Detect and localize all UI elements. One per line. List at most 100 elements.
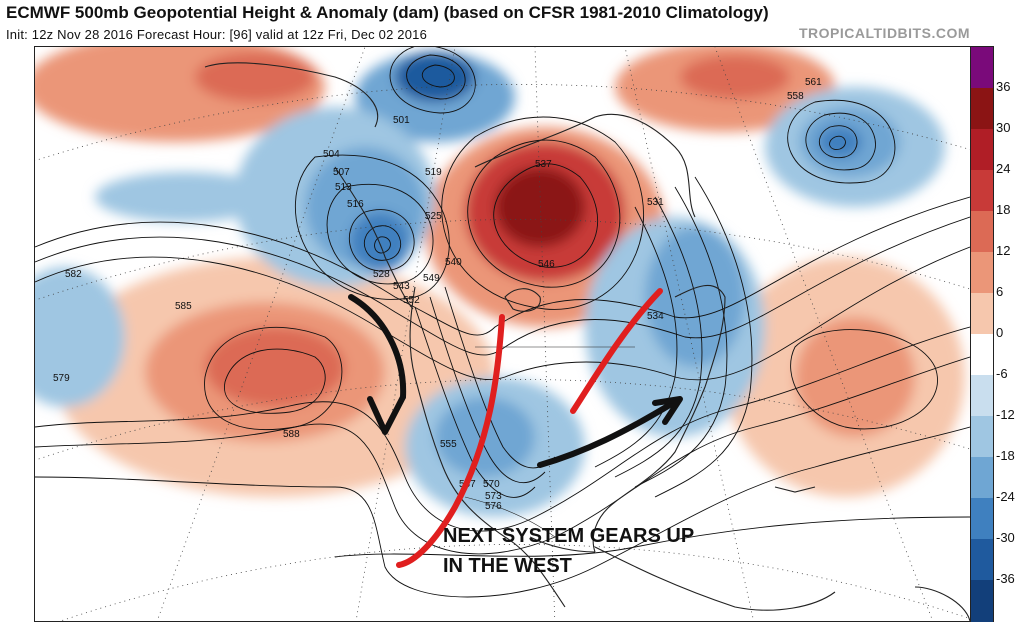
contour-label: 558 [787,91,804,102]
graticule [35,47,970,621]
contour-label: 585 [175,301,192,312]
contour-label: 588 [283,429,300,440]
black-arrow-west-head [367,394,406,435]
colorbar-swatch [971,375,993,417]
black-arrow-west-shaft [348,294,407,400]
red-trough-axis-west [396,314,505,568]
contour-low-atlantic [787,99,896,184]
contour-east-trough [614,196,703,478]
colorbar-tick-label: 36 [996,79,1011,94]
contour-low-atlantic [829,135,846,150]
contour-line [35,246,970,381]
neg-anomaly-north-core [395,52,475,102]
colorbar-tick-label: -12 [996,407,1015,422]
contour-west-trough [444,286,556,469]
contour-label: 525 [425,211,442,222]
contour-label: 540 [445,257,462,268]
contour-low-north [389,47,476,114]
contour-label: 570 [483,479,500,490]
lon-line [355,47,456,621]
contour-label: 534 [647,311,664,322]
contour-low-north [422,64,455,88]
contour-line [334,516,970,558]
coastlines [204,62,970,621]
lon-line [624,47,755,621]
map-title: ECMWF 500mb Geopotential Height & Anomal… [6,3,769,22]
caribbean-island [774,486,816,493]
contour-label: 504 [323,149,340,160]
contour-label: 549 [423,273,440,284]
contour-label: 552 [403,295,420,306]
gulf-coast [529,536,596,553]
colorbar-swatch [971,170,993,212]
caribbean [594,546,836,611]
colorbar-tick-label: -24 [996,489,1015,504]
hudson-bay [504,288,541,312]
map-panel: 501 504 507 513 516 519 525 528 531 534 … [34,46,971,622]
contour-low-gulfak [326,184,434,285]
contour-label: 555 [440,439,457,450]
contour-label: 537 [535,159,552,170]
contour-east-trough [654,176,753,498]
contour-canada [441,116,644,310]
height-contours [35,47,970,598]
annotation-line-2: IN THE WEST [443,555,572,577]
contour-label: 582 [65,269,82,280]
init-info: Init: 12z Nov 28 2016 Forecast Hour: [96… [6,27,428,42]
colorbar-tick-label: 30 [996,120,1011,135]
contour-east-trough [634,186,728,488]
contour-line [35,426,970,598]
colorbar-tick-label: -6 [996,366,1008,381]
colorbar-tick-label: -30 [996,530,1015,545]
colorbar-tick-label: 18 [996,202,1011,217]
contour-low-gulfak [374,236,391,254]
contour-label-group: 501 504 507 513 516 519 525 528 531 534 … [53,77,822,512]
colorbar-tick-label: 6 [996,284,1004,299]
colorbar-swatch [971,498,993,540]
colorbar-swatch [971,334,993,376]
weather-map: 501 504 507 513 516 519 525 528 531 534 … [35,47,970,621]
header: ECMWF 500mb Geopotential Height & Anomal… [0,0,1024,46]
contour-ridge-atlantic [790,329,938,430]
colorbar-swatch [971,293,993,335]
colorbar-tick-label: -18 [996,448,1015,463]
colorbar-swatch [971,580,993,622]
neg-anomaly-north-atlantic-center [818,126,862,158]
coastline-arctic [474,113,696,218]
annotation-arrows [348,288,683,568]
contour-label: 531 [647,197,664,208]
contour-low-gulfak [294,154,450,300]
pos-anomaly-canada-core [495,167,585,247]
pos-anomaly-pacific-core [205,327,345,407]
contour-label: 579 [53,373,70,384]
neg-anomaly-northeast-core [645,227,745,367]
contour-ridge-inner [224,348,326,414]
pos-anomaly-nw-core [195,52,315,102]
colorbar-swatch [971,252,993,294]
coastline-east [592,284,726,553]
colorbar-tick-label: 0 [996,325,1004,340]
contour-label: 528 [373,269,390,280]
contour-line [35,196,970,336]
alaska-panhandle [334,166,414,310]
pos-anomaly-atlantic-core [795,317,915,437]
contour-low-atlantic [818,125,858,159]
contour-line [35,326,970,532]
colorbar-swatch [971,129,993,171]
contour-label: 561 [805,77,822,88]
colorbar-swatch [971,88,993,130]
contour-label: 513 [335,182,352,193]
contour-canada [493,163,598,268]
contour-low-gulfak [363,225,402,261]
colorbar-swatch [971,457,993,499]
colorbar-swatch [971,416,993,458]
red-trough-axis-east [570,288,663,414]
neg-anomaly-gulfak-core [350,212,410,272]
lon-line [714,47,934,621]
colorbar-tick-label: 12 [996,243,1011,258]
lon-line [534,47,556,621]
contour-label: 519 [425,167,442,178]
coastline-west [409,286,566,608]
contour-label: 543 [393,281,410,292]
contour-west-trough [414,306,536,498]
